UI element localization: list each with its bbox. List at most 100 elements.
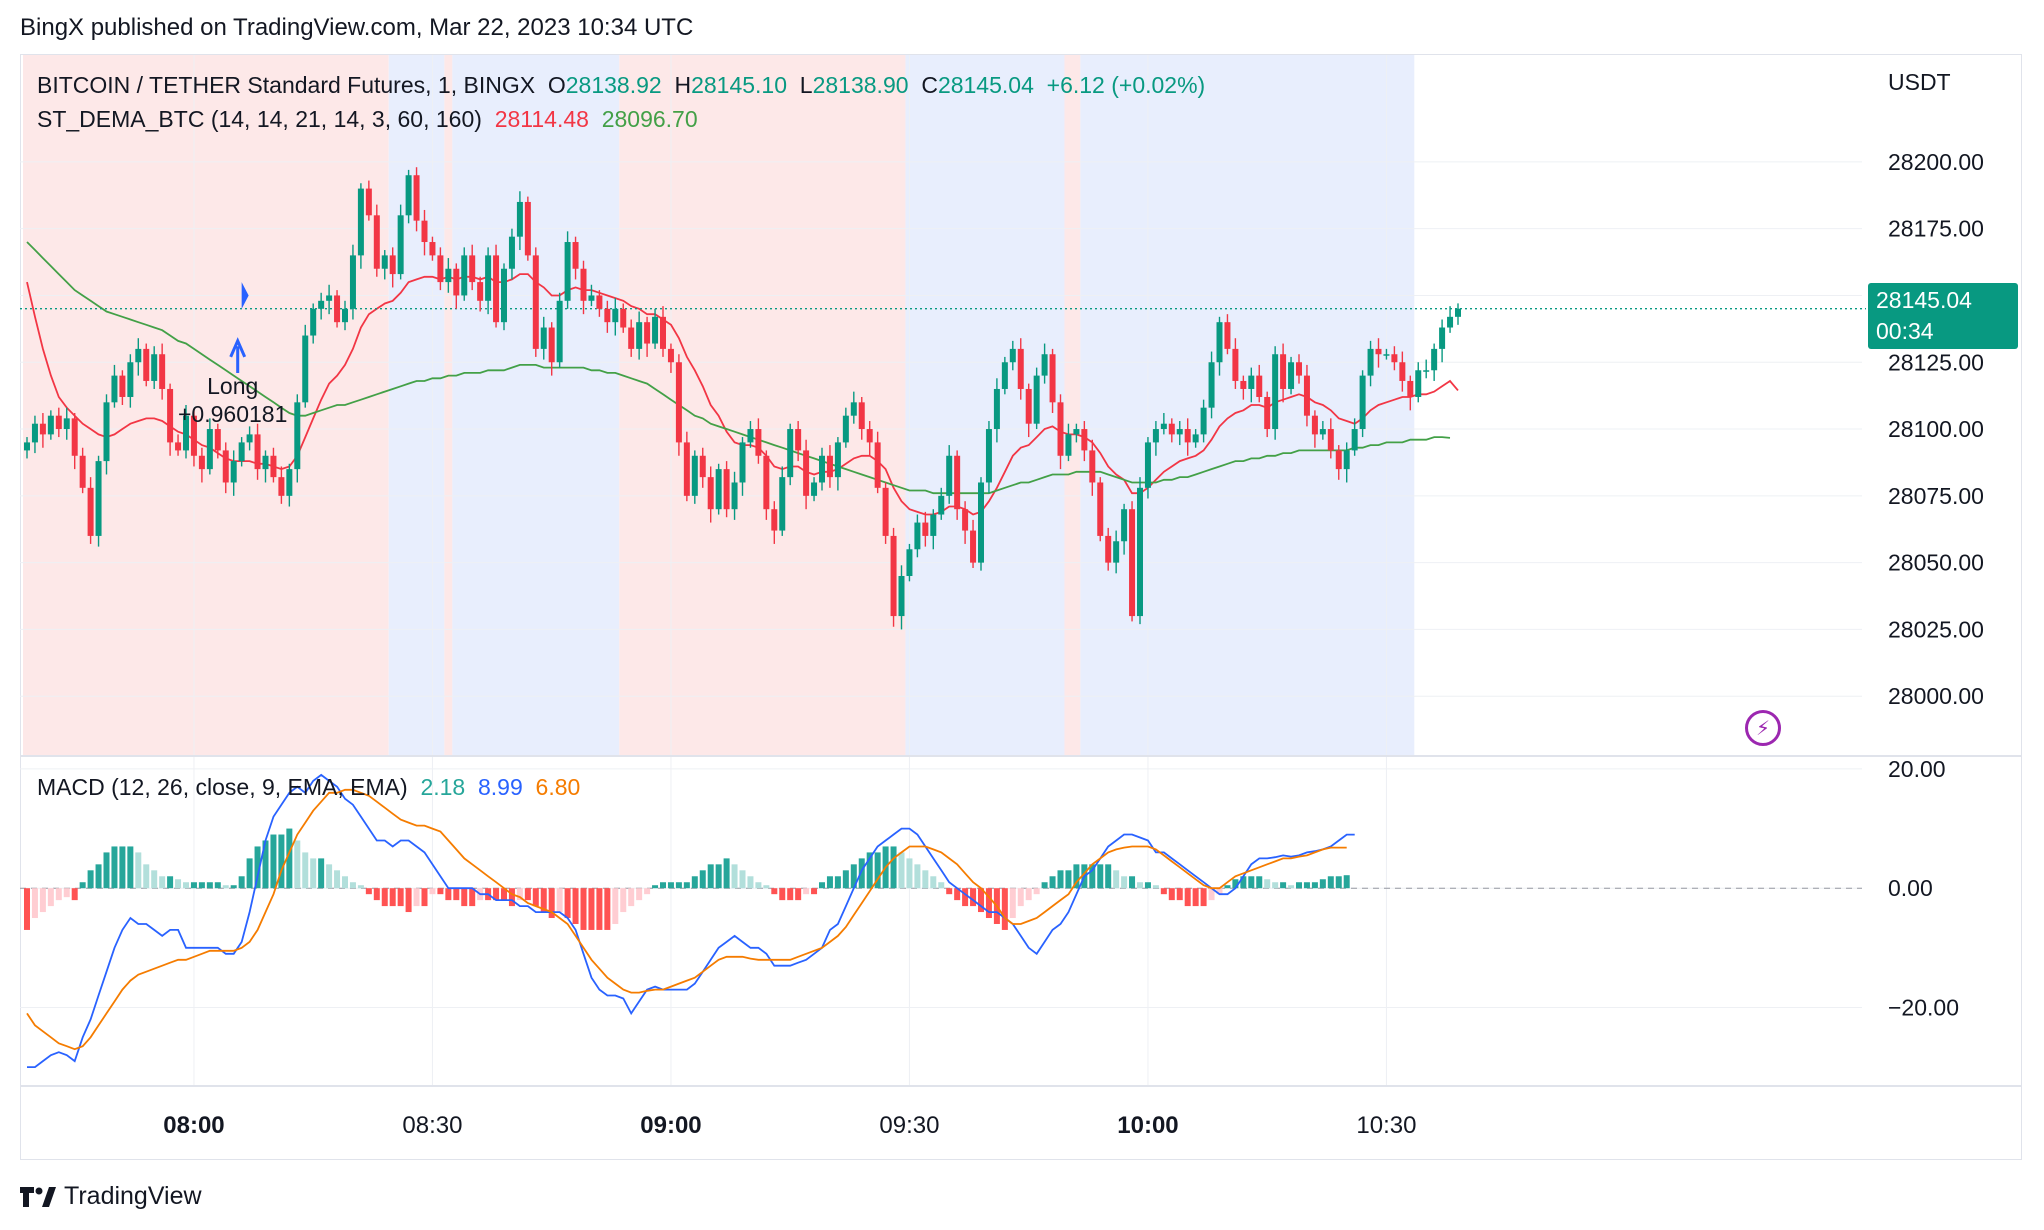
candle-body	[198, 455, 205, 470]
macd-legend: MACD (12, 26, close, 9, EMA, EMA) 2.18 8…	[37, 774, 580, 801]
candle-body	[834, 442, 841, 478]
y-tick-label: 28125.00	[1888, 349, 1984, 375]
macd-histogram-bar	[326, 864, 333, 889]
candle-body	[683, 442, 690, 496]
macd-histogram-bar	[675, 882, 682, 889]
macd-histogram-bar	[524, 888, 531, 901]
macd-histogram-bar	[604, 888, 611, 930]
macd-histogram-bar	[580, 888, 587, 930]
candle-body	[1057, 402, 1064, 456]
macd-histogram-bar	[1319, 879, 1326, 889]
candle-body	[357, 188, 364, 256]
macd-title[interactable]: MACD (12, 26, close, 9, EMA, EMA)	[37, 774, 408, 800]
candle-body	[1001, 362, 1008, 389]
axes: 08:00 08:30 09:00 09:30 10:00 10:30 28200.00 28…	[20, 69, 2022, 1139]
macd-histogram-bar	[1057, 870, 1064, 889]
macd-histogram-bar	[628, 888, 635, 907]
candle-body	[922, 522, 929, 536]
high-label: H	[674, 72, 692, 98]
macd-histogram-bar	[795, 888, 802, 901]
candle-body	[493, 255, 500, 323]
long-label: Long	[207, 373, 258, 399]
candle-body	[1168, 423, 1175, 435]
candle-body	[342, 308, 348, 323]
candle-body	[477, 282, 484, 301]
candle-body	[715, 469, 722, 510]
macd-histogram-bar	[922, 870, 929, 889]
macd-histogram-bar	[1105, 864, 1112, 889]
candle-body	[39, 423, 46, 435]
macd-histogram-bar	[715, 864, 722, 889]
regime-band-4	[619, 55, 906, 755]
candle-body	[1200, 407, 1207, 435]
candle-body	[1343, 450, 1350, 470]
candle-body	[310, 308, 317, 336]
candle-body	[334, 295, 341, 323]
candle-body	[612, 308, 619, 323]
macd-histogram-bar	[1152, 885, 1159, 889]
candle-body	[620, 308, 627, 328]
macd-histogram-bar	[890, 846, 897, 889]
macd-histogram-bar	[667, 882, 674, 889]
macd-line	[27, 773, 1355, 1068]
indicator-name[interactable]: ST_DEMA_BTC (14, 14, 21, 14, 3, 60, 160)	[37, 106, 482, 132]
candle-body	[1256, 375, 1263, 397]
macd-histogram-bar	[1208, 888, 1215, 901]
candle-body	[898, 575, 905, 617]
y-tick-label: 28100.00	[1888, 416, 1984, 442]
regime-band-3	[452, 55, 620, 755]
candle-body	[1224, 322, 1231, 349]
candle-body	[1391, 354, 1398, 363]
macd-histogram-bar	[294, 840, 301, 889]
candle-body	[1447, 316, 1454, 328]
candle-body	[1009, 348, 1016, 363]
annotations: Long+0.960181	[178, 282, 287, 427]
candle-body	[175, 442, 182, 451]
candle-body	[1383, 354, 1390, 356]
macd-histogram-bar	[1041, 882, 1048, 889]
candle-body	[882, 487, 889, 536]
bar-countdown: 00:34	[1876, 317, 1934, 344]
candle-body	[1184, 429, 1191, 443]
regime-band-2	[444, 55, 453, 755]
candle-body	[970, 530, 977, 563]
candle-body	[87, 487, 94, 536]
candle-body	[135, 348, 142, 363]
candle-body	[294, 402, 301, 470]
y-tick-label: 28050.00	[1888, 550, 1984, 576]
candle-body	[596, 295, 603, 309]
macd-histogram-bar	[572, 888, 579, 924]
candle-body	[167, 388, 174, 443]
close-label: C	[921, 72, 938, 98]
candle-body	[628, 327, 635, 349]
candle-body	[580, 268, 587, 301]
macd-histogram-bar	[914, 864, 921, 889]
regime-background	[23, 55, 1415, 755]
macd-histogram-bar	[206, 882, 213, 889]
candle-body	[978, 482, 984, 563]
candle-body	[644, 322, 651, 344]
candle-body	[1327, 429, 1334, 451]
macd-histogram-bar	[954, 888, 961, 901]
macd-histogram-bar	[389, 888, 396, 907]
macd-histogram-bar	[151, 870, 158, 889]
symbol-name[interactable]: BITCOIN / TETHER Standard Futures, 1, BI…	[37, 72, 536, 98]
close-value: 28145.04	[937, 72, 1034, 98]
candle-body	[508, 236, 515, 269]
macd-histogram-bar	[1216, 888, 1223, 895]
candle-body	[556, 300, 563, 363]
macd-histogram-bar	[826, 876, 833, 889]
candle-body	[1351, 429, 1358, 451]
candle-body	[246, 434, 253, 443]
macd-histogram-bar	[652, 885, 659, 889]
macd-histogram-bar	[1033, 888, 1040, 895]
candle-body	[159, 354, 166, 389]
lightning-icon[interactable]: ⚡︎	[1745, 710, 1781, 746]
candle-body	[389, 255, 396, 275]
candle-body	[143, 348, 150, 381]
chart-frame	[20, 54, 2022, 1160]
tradingview-logo-icon	[20, 1186, 56, 1207]
candle-body	[787, 429, 794, 478]
macd-histogram-bar	[63, 888, 70, 898]
